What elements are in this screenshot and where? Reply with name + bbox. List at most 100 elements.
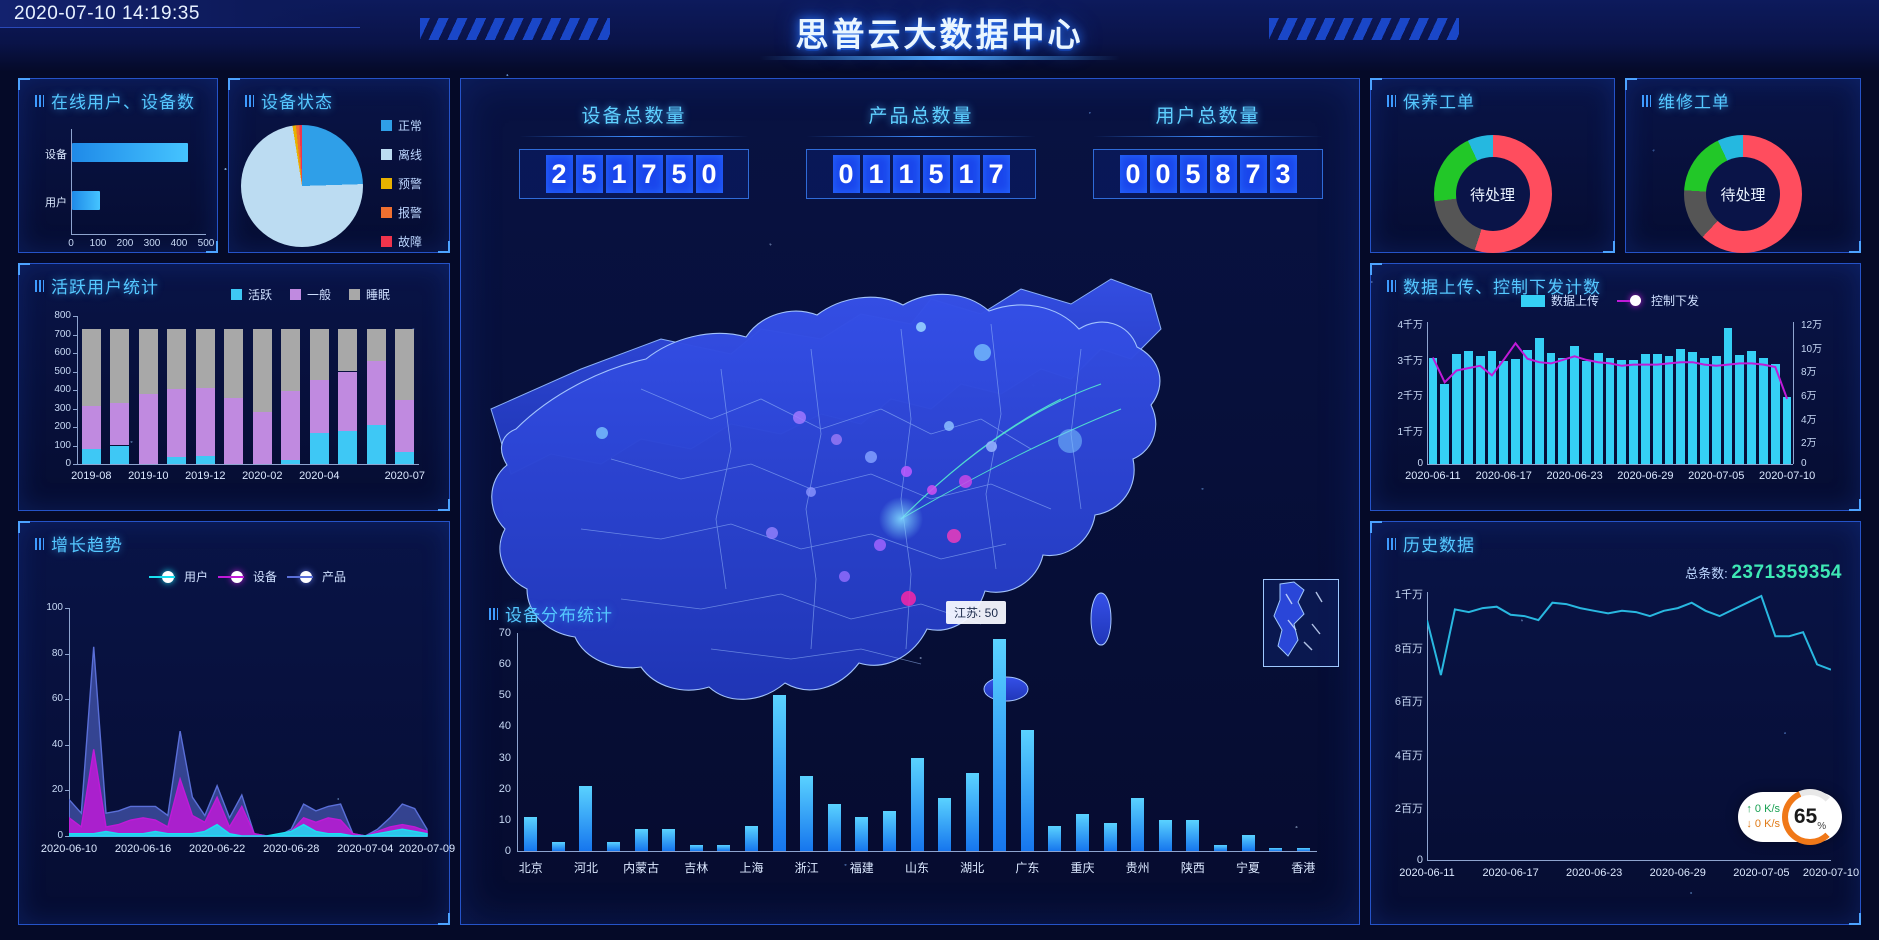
china-map-svg[interactable] [461,219,1361,749]
legend-item[interactable]: 产品 [287,568,346,585]
legend-item[interactable]: 正常 [381,117,422,134]
network-status-pill[interactable]: ↑ 0 K/s ↓ 0 K/s 65 % [1738,789,1842,845]
x-tick: 2020-02 [242,470,283,482]
stack-segment-一般 [138,393,158,464]
stack-segment-一般 [309,379,329,433]
x-tick: 2020-06-11 [1399,867,1455,879]
panel-growth-trend: 增长趋势 0 20 40 60 80 100 2020-06-10 2020-06-16 202… [18,521,455,925]
bar-重庆 [1076,813,1090,851]
upload-bar [1463,351,1473,464]
legend-item[interactable]: 用户 [149,568,208,585]
kpi-digit: 5 [665,155,693,193]
legend-item[interactable]: 故障 [381,233,422,250]
x-axis [1427,464,1793,465]
x-tick: 内蒙古 [623,861,660,875]
y-axis [71,129,72,234]
bar-广东 [1020,729,1034,851]
legend-item[interactable]: 预警 [381,175,422,192]
kpi-card: 产品总数量 0 1 1 5 1 7 [806,101,1036,199]
map-dot [916,322,926,332]
legend-item[interactable]: 活跃 [231,286,272,303]
kpi-digit: 0 [1149,155,1177,193]
panel-title-text: 在线用户、设备数 [51,93,195,112]
kpi-digit: 7 [1239,155,1267,193]
stack-segment-活跃 [110,445,130,464]
y-tick-mark [65,653,69,655]
stack-segment-活跃 [309,432,329,464]
upload-bar [1475,356,1485,464]
bar-天津 [551,841,565,851]
x-tick: 2020-06-29 [1617,470,1674,482]
stack-segment-活跃 [366,424,386,464]
upload-bar [1770,363,1780,464]
y-tick: 40 [51,738,63,750]
x-tick: 2020-06-23 [1566,867,1623,879]
panel-title-text: 活跃用户统计 [51,278,159,297]
x-tick: 2020-06-17 [1482,867,1539,879]
area-产品 [69,646,428,837]
panel-online-users-devices: 在线用户、设备数 设备 用户 0 100 200 300 400 500 [18,78,218,253]
kpi-digit: 3 [1269,155,1297,193]
stack-segment-活跃 [167,456,187,464]
legend-label: 设备 [253,570,278,584]
china-map[interactable]: 江苏: 50 [461,219,1361,749]
kpi-digit: 5 [575,155,603,193]
panel-title-active-users: 活跃用户统计 [35,273,159,298]
stack-segment-一般 [252,412,272,464]
donut-maintain-order[interactable]: 待处理 [1433,135,1552,253]
x-tick: 2020-07-04 [337,843,394,855]
legend-item[interactable]: 控制下发 [1617,292,1699,309]
legend-item[interactable]: 报警 [381,204,422,221]
y-tick: 500 [54,365,71,377]
legend-swatch [381,120,392,131]
kpi-label: 产品总数量 [868,106,974,127]
upload-bar [1688,352,1698,464]
legend-item[interactable]: 数据上传 [1521,292,1599,309]
x-tick: 广东 [1015,861,1040,875]
legend-item[interactable]: 一般 [290,286,331,303]
panel-title-text: 数据上传、控制下发计数 [1403,278,1601,297]
y-tick-right: 6万 [1801,391,1817,402]
control-line [1431,341,1789,400]
pie-device-status[interactable] [241,125,363,247]
legend-swatch [381,178,392,189]
donut-repair-order[interactable]: 待处理 [1684,135,1802,253]
x-tick: 2020-06-17 [1475,470,1532,482]
stack-segment-一般 [395,400,415,452]
bar-浙江 [800,776,814,851]
history-total-value: 2371359354 [1731,562,1842,583]
legend-item[interactable]: 离线 [381,146,422,163]
legend-swatch [381,236,392,247]
map-minimap[interactable] [1263,579,1339,667]
upload-bar [1522,350,1532,464]
bar-北京 [524,816,538,851]
legend-label: 活跃 [248,288,273,302]
panel-title-text: 设备状态 [261,93,333,112]
x-tick: 2020-06-11 [1405,470,1461,482]
map-dot [793,411,806,424]
kpi-digit: 1 [892,155,920,193]
y-tick-right: 8万 [1801,367,1817,379]
center-panel: 设备总数量 2 5 1 7 5 0 产品总数量 0 1 1 5 1 7 用户总数量 0 0 5 8 7 3 [460,78,1360,925]
x-tick: 2020-07-10 [1758,470,1816,482]
legend-dot [1630,295,1642,306]
stack-segment-活跃 [281,460,301,464]
stack-segment-睡眠 [366,328,386,361]
bar-四川 [1103,822,1117,851]
bar-云南 [1158,819,1172,851]
kpi-digit: 7 [982,155,1010,193]
upload-bar [1641,353,1650,464]
upload-bar [1723,328,1733,464]
legend-item[interactable]: 设备 [218,568,277,585]
kpi-digit: 0 [832,155,860,193]
bar-河北 [579,785,593,851]
y-tick: 0 [65,458,71,469]
x-tick: 重庆 [1070,861,1095,875]
clock-datetime: 2020-07-10 14:19:35 [0,0,360,28]
y-tick-mark [65,699,69,701]
y-tick-mark [73,427,77,428]
pie-legend: 正常离线预警报警故障 [381,117,422,250]
page-title: 思普云大数据中心 [795,16,1084,53]
stack-segment-睡眠 [395,328,415,401]
legend-item[interactable]: 睡眠 [349,286,390,303]
